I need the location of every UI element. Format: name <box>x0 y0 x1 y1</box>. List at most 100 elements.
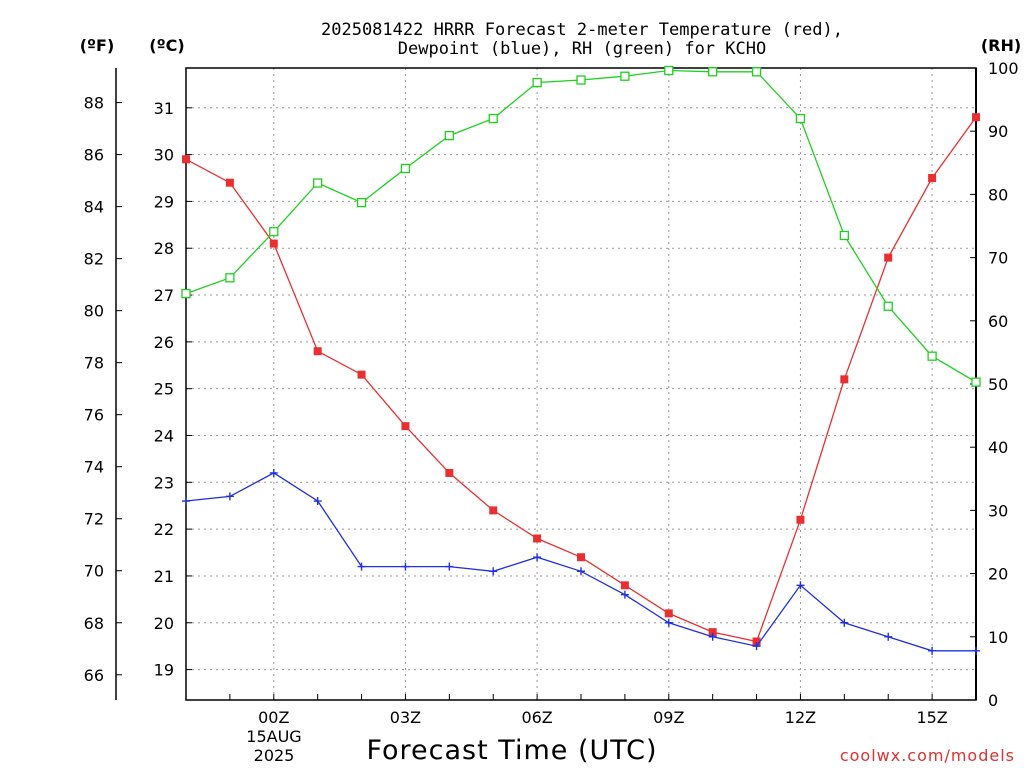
rh-point <box>971 377 981 387</box>
dewpoint-point <box>708 632 717 641</box>
celsius-tick-label: 27 <box>154 286 174 305</box>
plot-frame <box>185 67 977 701</box>
series <box>181 65 981 655</box>
dewpoint-point <box>401 562 410 571</box>
dewpoint-point <box>225 492 234 501</box>
dewpoint-point <box>182 497 190 506</box>
rh-point <box>927 351 937 361</box>
temperature-point <box>577 553 585 562</box>
temperature-point <box>752 637 761 646</box>
temperature-point <box>884 253 893 262</box>
rh-point <box>269 227 279 237</box>
rh-tick-label: 50 <box>988 375 1008 394</box>
temperature-point <box>972 113 980 122</box>
rh-tick-label: 70 <box>988 249 1008 268</box>
dewpoint-point <box>533 553 542 562</box>
x-tick-label: 12Z <box>785 708 816 727</box>
fahrenheit-tick-label: 74 <box>84 458 104 477</box>
dewpoint-point <box>357 562 366 571</box>
celsius-tick-label: 30 <box>154 146 174 165</box>
temperature-point <box>620 581 629 590</box>
celsius-tick-label: 22 <box>154 520 174 539</box>
temperature-point <box>269 239 278 248</box>
fahrenheit-tick-label: 70 <box>84 562 104 581</box>
dewpoint-point <box>884 632 893 641</box>
x-tick-label: 06Z <box>521 708 552 727</box>
date-label-day: 15AUG <box>246 727 301 746</box>
rh-point <box>708 67 718 77</box>
rh-tick-label: 40 <box>988 438 1008 457</box>
temperature-point <box>664 609 673 618</box>
fahrenheit-tick-label: 86 <box>84 146 104 165</box>
temperature-point <box>928 174 937 183</box>
celsius-tick-label: 23 <box>154 473 174 492</box>
dewpoint-point <box>269 468 278 477</box>
dewpoint-point <box>577 567 585 576</box>
temperature-point <box>225 178 234 187</box>
fahrenheit-tick-label: 78 <box>84 354 104 373</box>
dewpoint-point <box>664 618 673 627</box>
fahrenheit-tick-label: 76 <box>84 406 104 425</box>
dewpoint-point <box>752 642 761 651</box>
temperature-point <box>313 347 322 356</box>
grid <box>186 68 976 700</box>
celsius-tick-label: 31 <box>154 99 174 118</box>
rh-point <box>488 113 498 124</box>
rh-point <box>664 65 674 76</box>
rh-tick-label: 20 <box>988 565 1008 584</box>
x-tick-label: 15Z <box>916 708 947 727</box>
rh-point <box>795 113 806 124</box>
rh-tick-label: 10 <box>988 628 1008 647</box>
temperature-point <box>401 422 410 431</box>
temperature-point <box>489 506 498 515</box>
chart-title-line2: Dewpoint (blue), RH (green) for KCHO <box>398 39 766 59</box>
temperature-point <box>840 375 849 384</box>
fahrenheit-tick-label: 68 <box>84 614 104 633</box>
rh-point <box>225 273 235 283</box>
rh-point <box>532 77 542 88</box>
date-label-year: 2025 <box>254 746 295 765</box>
chart-title-line1: 2025081422 HRRR Forecast 2-meter Tempera… <box>321 20 843 40</box>
celsius-tick-label: 25 <box>154 380 174 399</box>
rh-point <box>839 230 849 241</box>
rh-unit-label: (RH) <box>981 36 1021 55</box>
rh-point <box>576 75 586 85</box>
dewpoint-point <box>840 618 849 627</box>
rh-point <box>181 288 191 299</box>
dewpoint-line <box>185 472 976 652</box>
celsius-tick-label: 29 <box>154 192 174 211</box>
rh-tick-label: 90 <box>988 122 1008 141</box>
rh-point <box>444 130 454 141</box>
x-tick-label: 03Z <box>390 708 421 727</box>
temperature-point <box>445 468 454 477</box>
rh-point <box>620 71 630 81</box>
fahrenheit-tick-label: 80 <box>84 302 104 321</box>
fahrenheit-unit-label: (ºF) <box>80 36 115 55</box>
rh-point <box>883 301 893 311</box>
source-credit: coolwx.com/models <box>840 746 1015 765</box>
temperature-point <box>182 155 190 164</box>
rh-tick-label: 0 <box>988 691 998 710</box>
dewpoint-point <box>928 646 937 655</box>
temperature-point <box>796 515 805 524</box>
celsius-tick-label: 19 <box>154 661 174 680</box>
fahrenheit-tick-label: 84 <box>84 198 104 217</box>
dewpoint-point <box>972 646 980 655</box>
celsius-unit-label: (ºC) <box>149 36 184 55</box>
celsius-tick-label: 24 <box>154 426 174 445</box>
rh-line <box>185 69 977 383</box>
temperature-line <box>185 116 977 643</box>
fahrenheit-tick-label: 72 <box>84 510 104 529</box>
dewpoint-point <box>445 562 454 571</box>
dewpoint-point <box>620 590 629 599</box>
rh-point <box>751 67 762 77</box>
dewpoint-point <box>489 567 498 576</box>
rh-tick-label: 60 <box>988 312 1008 331</box>
temperature-point <box>708 628 717 637</box>
celsius-tick-label: 26 <box>154 333 174 352</box>
dewpoint-point <box>313 497 322 506</box>
celsius-tick-label: 28 <box>154 239 174 258</box>
temperature-point <box>533 534 542 543</box>
fahrenheit-tick-label: 88 <box>84 94 104 113</box>
